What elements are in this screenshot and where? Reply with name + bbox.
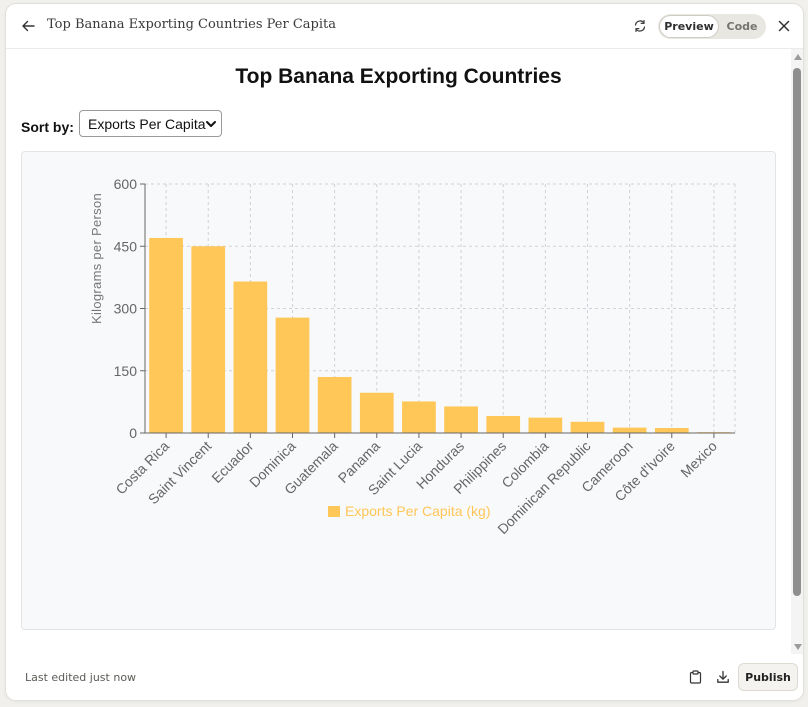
close-button[interactable] bbox=[774, 16, 794, 36]
legend-label: Exports Per Capita (kg) bbox=[345, 503, 491, 519]
refresh-button[interactable] bbox=[630, 16, 650, 36]
page-title: Top Banana Exporting Countries bbox=[235, 65, 562, 88]
bar bbox=[444, 406, 478, 433]
app-window: Top Banana Exporting Countries Per Capit… bbox=[6, 4, 803, 700]
clipboard-icon bbox=[689, 670, 701, 684]
preview-content: Top Banana Exporting Countries Sort by: … bbox=[6, 49, 791, 654]
y-tick-label: 150 bbox=[114, 363, 138, 379]
legend-swatch bbox=[328, 506, 340, 517]
footer-bar: Last edited just now Publish bbox=[6, 654, 803, 700]
close-icon bbox=[778, 20, 790, 32]
bar bbox=[233, 281, 268, 433]
chevron-down-icon bbox=[206, 121, 216, 127]
chart-panel: 0 150 300 450 600 Costa Rica Saint Vincent Ecua… bbox=[21, 151, 776, 630]
bar bbox=[317, 376, 352, 433]
bar bbox=[191, 246, 226, 433]
back-arrow-icon bbox=[22, 20, 35, 32]
scroll-down-arrow[interactable] bbox=[794, 644, 802, 650]
scrollbar-thumb[interactable] bbox=[793, 68, 801, 596]
sort-label: Sort by: bbox=[21, 119, 74, 135]
sort-selected-value: Exports Per Capita bbox=[88, 116, 206, 132]
y-tick-label: 300 bbox=[114, 301, 138, 317]
artifact-title: Top Banana Exporting Countries Per Capit… bbox=[47, 17, 336, 32]
tab-code[interactable]: Code bbox=[726, 20, 758, 33]
view-toggle: Preview Code bbox=[658, 14, 766, 39]
y-tick-label: 600 bbox=[114, 176, 138, 192]
y-axis-title: Kilograms per Person bbox=[89, 193, 104, 324]
bar bbox=[570, 421, 605, 433]
sort-select[interactable]: Exports Per Capita bbox=[79, 110, 222, 137]
top-bar: Top Banana Exporting Countries Per Capit… bbox=[6, 4, 803, 49]
download-icon bbox=[717, 670, 729, 683]
bar bbox=[486, 415, 521, 433]
back-button[interactable] bbox=[18, 16, 38, 36]
download-button[interactable] bbox=[714, 668, 732, 686]
tab-preview[interactable]: Preview bbox=[660, 16, 718, 37]
bar bbox=[402, 401, 436, 433]
bar bbox=[612, 427, 647, 433]
y-tick-label: 0 bbox=[129, 425, 137, 441]
refresh-icon bbox=[634, 19, 646, 33]
bar bbox=[359, 392, 394, 433]
bar bbox=[654, 428, 689, 433]
bar bbox=[528, 417, 563, 433]
bar bbox=[275, 317, 310, 433]
x-tick-label: Mexico bbox=[677, 438, 720, 481]
copy-button[interactable] bbox=[686, 668, 704, 686]
y-tick-label: 450 bbox=[114, 238, 138, 254]
last-edited-status: Last edited just now bbox=[25, 671, 137, 684]
publish-button[interactable]: Publish bbox=[738, 663, 798, 691]
scroll-up-arrow[interactable] bbox=[794, 54, 802, 60]
bar bbox=[149, 237, 183, 433]
